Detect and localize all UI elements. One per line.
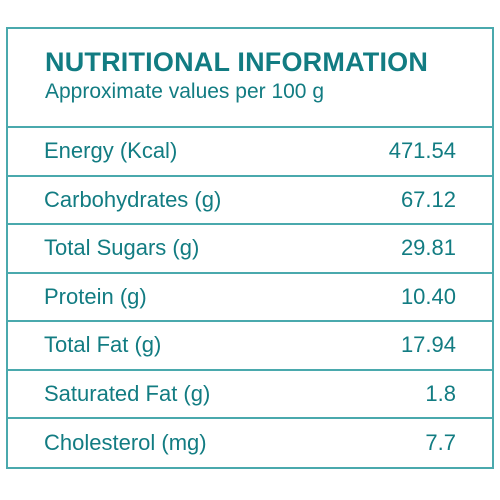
row-label-energy: Energy (Kcal)	[44, 138, 178, 164]
table-title: NUTRITIONAL INFORMATION	[45, 47, 429, 77]
table-row: Protein (g) 10.40	[8, 274, 492, 322]
row-value-total-sugars: 29.81	[400, 235, 456, 261]
row-label-protein: Protein (g)	[44, 283, 147, 309]
table-row: Saturated Fat (g) 1.8	[8, 371, 492, 419]
nutrition-table: NUTRITIONAL INFORMATION Approximate valu…	[6, 27, 494, 469]
row-label-saturated-fat: Saturated Fat (g)	[44, 380, 211, 406]
row-label-total-sugars: Total Sugars (g)	[44, 235, 200, 261]
row-label-cholesterol: Cholesterol (mg)	[44, 430, 207, 456]
table-header: NUTRITIONAL INFORMATION Approximate valu…	[8, 29, 492, 128]
row-label-carbohydrates: Carbohydrates (g)	[44, 186, 222, 212]
row-value-saturated-fat: 1.8	[425, 380, 456, 406]
table-subtitle: Approximate values per 100 g	[45, 80, 324, 103]
row-value-cholesterol: 7.7	[425, 430, 456, 456]
row-value-energy: 471.54	[388, 138, 456, 164]
table-row: Total Fat (g) 17.94	[8, 322, 492, 371]
row-label-total-fat: Total Fat (g)	[44, 332, 162, 358]
table-row: Carbohydrates (g) 67.12	[8, 177, 492, 225]
row-value-protein: 10.40	[400, 283, 456, 309]
table-row: Cholesterol (mg) 7.7	[8, 419, 492, 468]
table-row: Energy (Kcal) 471.54	[8, 128, 492, 177]
row-value-total-fat: 17.94	[400, 332, 456, 358]
table-row: Total Sugars (g) 29.81	[8, 225, 492, 274]
row-value-carbohydrates: 67.12	[400, 186, 456, 212]
